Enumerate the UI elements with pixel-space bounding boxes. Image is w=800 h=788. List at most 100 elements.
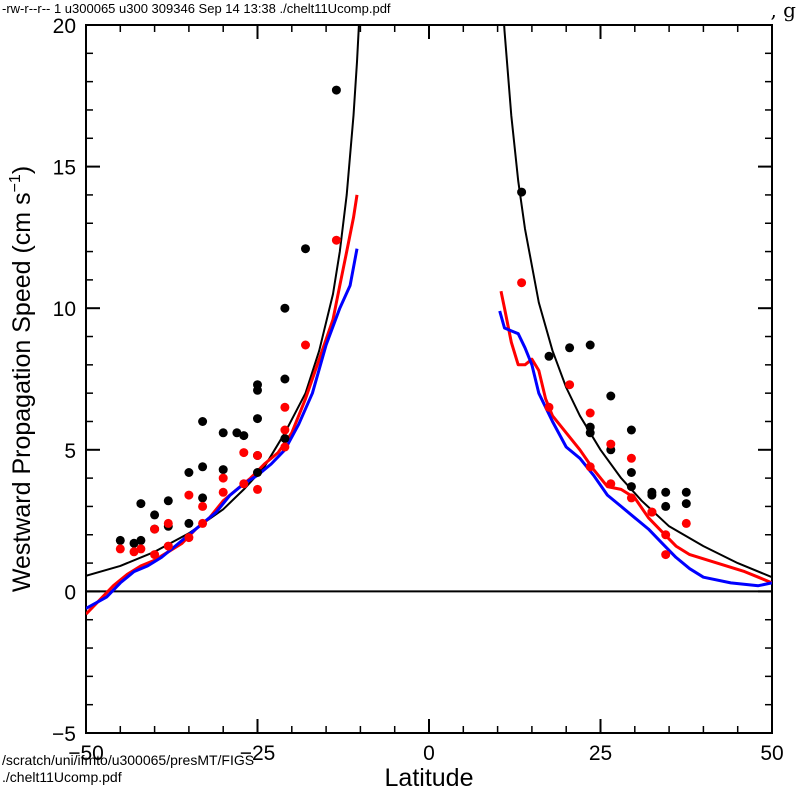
- x-axis-title: Latitude: [385, 764, 474, 788]
- red-dot: [184, 490, 194, 500]
- red-dot: [280, 425, 290, 435]
- black-dot: [129, 538, 139, 548]
- footer-path-line1: /scratch/uni/ifmto/u300065/presMT/FIGS: [2, 752, 255, 768]
- black-dot: [198, 462, 208, 472]
- black-dot: [184, 518, 194, 528]
- black-dot: [585, 422, 595, 432]
- red-dot: [626, 493, 636, 503]
- black-dot: [198, 493, 208, 503]
- y-tick-label: 20: [53, 15, 76, 38]
- red-dot: [280, 402, 290, 412]
- black-dot: [239, 431, 249, 441]
- red-dot: [218, 487, 228, 497]
- theory-curve-south: [86, 25, 360, 577]
- red-dot: [544, 402, 554, 412]
- black-dot: [280, 374, 290, 384]
- red-dot: [150, 524, 160, 534]
- red-line-south: [86, 194, 359, 616]
- y-tick-label: 0: [64, 581, 76, 604]
- y-axis-title-superscript: −1: [7, 174, 24, 192]
- black-dot: [280, 434, 290, 443]
- red-dot: [331, 235, 341, 245]
- black-dot: [681, 487, 691, 497]
- red-dot: [647, 507, 657, 517]
- red-dot: [253, 484, 262, 494]
- footer-path-line2: ./chelt11Ucomp.pdf: [2, 769, 122, 785]
- black-dot: [253, 468, 262, 477]
- black-dot: [232, 428, 242, 438]
- red-dot: [681, 518, 691, 528]
- file-info-header: -rw-r--r-- 1 u300065 u300 309346 Sep 14 …: [2, 1, 391, 16]
- y-tick-label: 5: [64, 440, 76, 463]
- x-tick-label: −50: [68, 742, 104, 765]
- black-dot: [218, 465, 228, 475]
- y-tick-label: 10: [53, 298, 76, 321]
- black-dot: [544, 351, 554, 361]
- y-axis-title-main: Westward Propagation Speed (cm s: [8, 192, 36, 592]
- blue-line-south: [86, 248, 359, 610]
- theory-curve-north: [503, 25, 772, 579]
- red-dot: [136, 544, 146, 554]
- y-axis-title: Westward Propagation Speed (cm s−1): [7, 166, 36, 592]
- black-dot: [198, 417, 208, 426]
- x-tick-label: 50: [760, 742, 783, 765]
- red-dot: [626, 453, 636, 463]
- red-dot: [115, 544, 125, 554]
- red-dot: [301, 340, 310, 350]
- red-dot: [198, 501, 208, 511]
- red-dot: [184, 533, 194, 543]
- red-dot: [198, 518, 208, 528]
- plot-frame: [85, 24, 773, 734]
- red-dot: [280, 442, 290, 452]
- black-dot: [280, 303, 290, 313]
- red-dot: [606, 439, 616, 449]
- red-dot: [585, 462, 595, 472]
- black-dot: [136, 535, 146, 545]
- black-dot: [163, 496, 173, 506]
- red-dot: [218, 473, 228, 483]
- black-dot: [253, 385, 262, 395]
- red-dot: [253, 451, 262, 460]
- black-dot: [681, 499, 691, 509]
- black-dot: [331, 85, 341, 95]
- axis-ticks: [85, 24, 773, 734]
- y-tick-label: 15: [53, 157, 76, 180]
- black-dot: [150, 510, 160, 520]
- red-dot: [239, 479, 249, 489]
- x-tick-label: −25: [240, 742, 276, 765]
- black-dot: [626, 425, 636, 435]
- red-dot: [150, 550, 160, 560]
- black-dot: [218, 428, 228, 438]
- black-dot: [565, 343, 575, 353]
- black-dot: [184, 468, 194, 477]
- black-dot: [301, 244, 310, 254]
- red-dot: [606, 479, 616, 489]
- black-dot: [647, 490, 657, 500]
- black-dot: [626, 482, 636, 492]
- x-tick-label: 25: [589, 742, 612, 765]
- black-dot: [661, 501, 671, 511]
- black-dot: [517, 187, 527, 197]
- red-dot: [163, 518, 173, 528]
- blue-line-north: [498, 310, 772, 588]
- red-dot: [239, 448, 249, 458]
- x-tick-label: 0: [423, 742, 435, 765]
- red-dot: [163, 541, 173, 551]
- red-dot: [565, 380, 575, 390]
- black-dot: [136, 499, 146, 509]
- black-dot: [115, 535, 125, 545]
- y-tick-label: −5: [52, 723, 76, 746]
- chart-points: [115, 85, 691, 560]
- black-dot: [626, 468, 636, 477]
- black-dot: [661, 487, 671, 497]
- corner-glyph-text: , g: [770, 0, 796, 22]
- black-dot: [253, 414, 262, 424]
- red-dot: [517, 278, 527, 288]
- black-dot: [585, 340, 595, 350]
- black-dot: [606, 391, 616, 401]
- red-dot: [661, 550, 671, 560]
- red-dot: [129, 547, 139, 557]
- y-axis-title-close: ): [8, 166, 36, 174]
